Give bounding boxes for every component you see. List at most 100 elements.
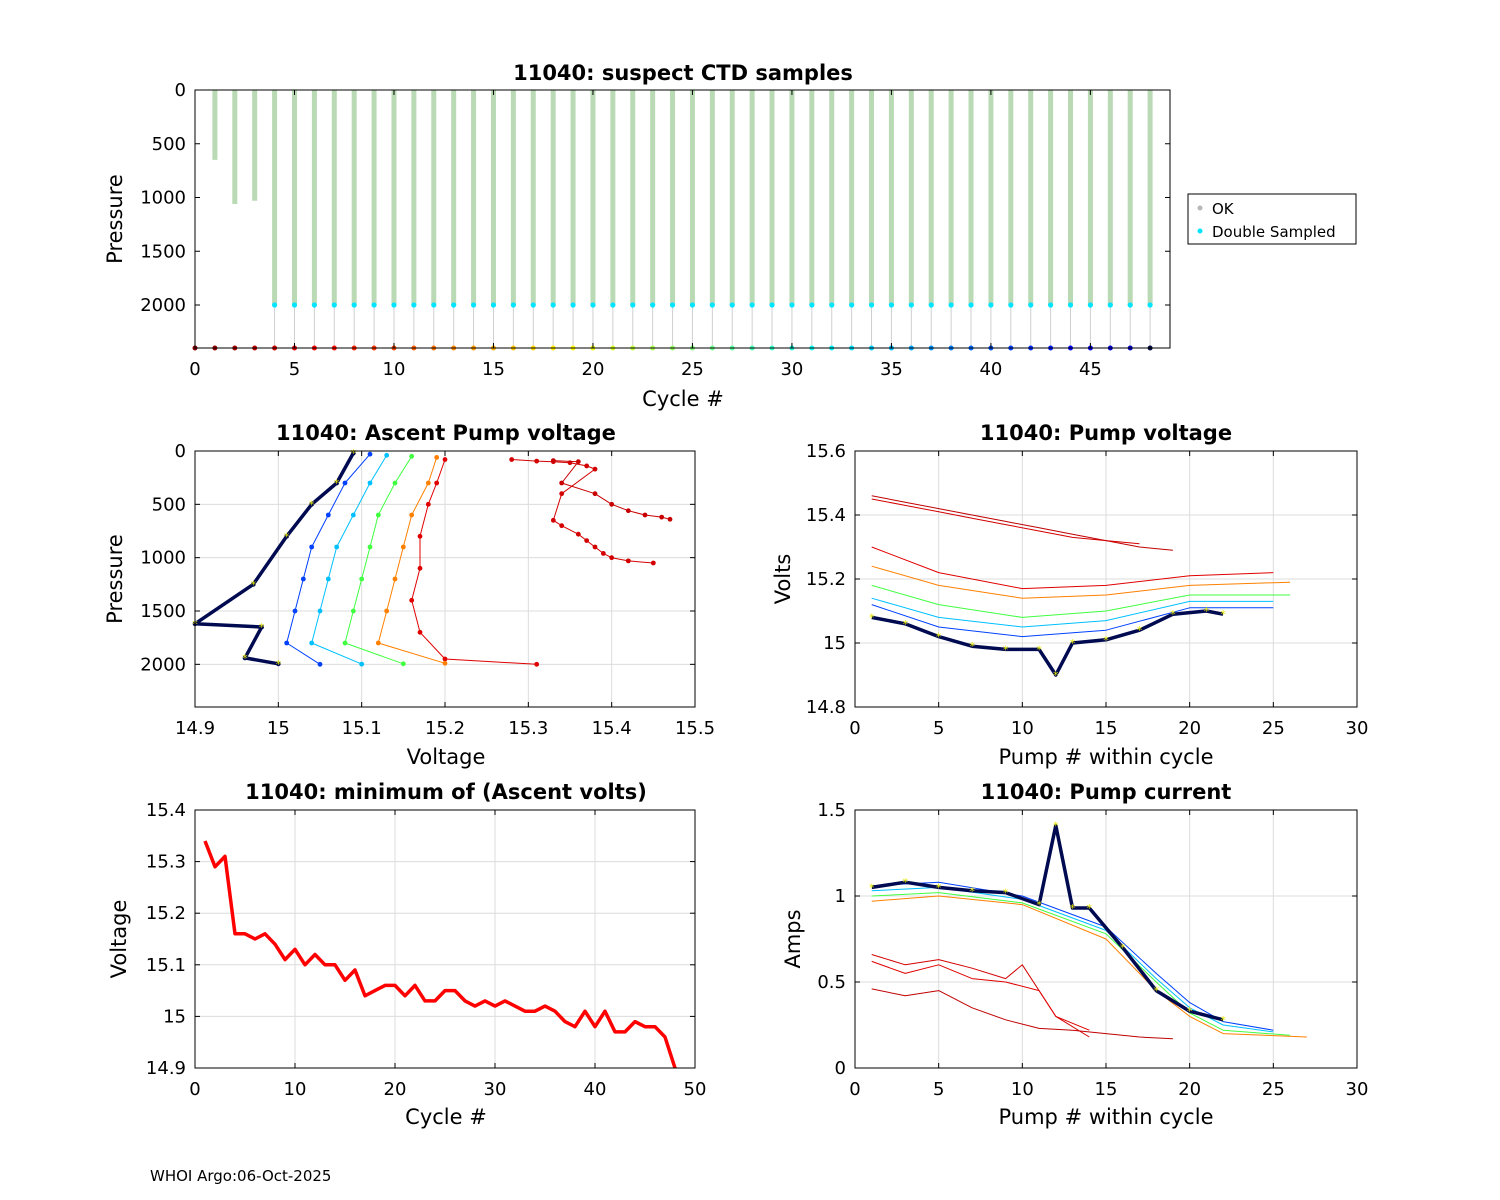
series-line: [311, 455, 388, 665]
x-tick-label: 15.3: [508, 718, 548, 739]
double-sampled-point: [849, 302, 855, 308]
x-tick-label: 15: [1095, 718, 1118, 739]
double-sampled-point: [968, 302, 974, 308]
series-line: [871, 823, 1224, 1022]
suspect-title: 11040: suspect CTD samples: [513, 61, 853, 85]
double-sampled-point: [928, 302, 934, 308]
series-point: [334, 544, 340, 550]
double-sampled-point: [1127, 302, 1133, 308]
y-tick-label: 14.9: [146, 1058, 186, 1079]
double-sampled-point: [570, 302, 576, 308]
series-point: [309, 640, 315, 646]
series-point: [575, 459, 581, 465]
series-point: [667, 516, 673, 522]
double-sampled-point: [1147, 302, 1153, 308]
legend: OK Double Sampled: [1187, 193, 1357, 245]
series-point: [425, 480, 431, 486]
series-point: [642, 512, 648, 518]
x-tick-label: 25: [1262, 718, 1285, 739]
suspect-ylabel: Pressure: [103, 174, 127, 264]
x-tick-label: 50: [684, 1079, 707, 1100]
x-tick-label: 15: [482, 359, 505, 380]
latest-cycle-star: *: [1204, 605, 1210, 618]
minv-axes-frame: [194, 809, 696, 1069]
series-point: [367, 480, 373, 486]
latest-cycle-star: *: [259, 621, 265, 634]
ascent-plot-area: ****** ** *: [192, 447, 673, 671]
pumpv-ticks: 0 5 10 15 20 25 30 14.8 15 15.2 15.4 15.6: [806, 441, 1369, 739]
double-sampled-point: [371, 302, 377, 308]
latest-cycle-star: *: [1003, 643, 1009, 656]
series-point: [434, 480, 440, 486]
series-point: [259, 624, 265, 630]
series-point: [592, 466, 598, 472]
y-tick-label: 0.5: [817, 972, 846, 993]
latest-cycle-star: *: [251, 578, 257, 591]
series-point: [342, 640, 348, 646]
x-tick-label: 10: [1011, 718, 1034, 739]
latest-cycle-star: *: [1187, 1005, 1193, 1018]
latest-cycle-star: *: [1137, 624, 1143, 637]
double-sampled-point: [351, 302, 357, 308]
double-sampled-point: [510, 302, 516, 308]
y-tick-label: 15.6: [806, 441, 846, 462]
latest-cycle-star: *: [1103, 634, 1109, 647]
series-point: [442, 656, 448, 662]
x-tick-label: 30: [780, 359, 803, 380]
x-tick-label: 20: [384, 1079, 407, 1100]
series-point: [442, 660, 448, 666]
x-tick-label: 25: [1262, 1079, 1285, 1100]
latest-cycle-star: *: [334, 477, 340, 490]
y-tick-label: 1.5: [817, 800, 846, 821]
series-point: [392, 576, 398, 582]
minv-ylabel: Voltage: [107, 900, 131, 979]
double-sampled-point: [451, 302, 457, 308]
pumpv-grid: [854, 450, 1358, 708]
double-sampled-point: [789, 302, 795, 308]
series-point: [584, 463, 590, 469]
pump-current-panel: * * * * * * * * * * * * * 0 5 10 15 20 25 30 0 0.5 1 1.5 11040…: [781, 780, 1368, 1129]
latest-cycle-star: *: [351, 447, 357, 460]
latest-cycle-star: *: [1053, 669, 1059, 682]
double-sampled-point: [431, 302, 437, 308]
series-point: [392, 480, 398, 486]
series-line: [871, 895, 1307, 1038]
double-sampled-point: [829, 302, 835, 308]
series-line: [871, 892, 1291, 1036]
series-point: [242, 655, 248, 661]
double-sampled-point: [809, 302, 815, 308]
series-point: [325, 512, 331, 518]
x-tick-label: 35: [880, 359, 903, 380]
latest-cycle-star: *: [309, 498, 315, 511]
x-tick-label: 15.5: [675, 718, 715, 739]
series-line: [411, 459, 537, 665]
latest-cycle-star: *: [969, 885, 975, 898]
double-sampled-point: [709, 302, 715, 308]
x-tick-label: 10: [284, 1079, 307, 1100]
ascent-voltage-panel: ****** ** * 14.9 15 15.1 15.2 15.3 15.4 15.50500…: [103, 421, 715, 769]
series-line: [203, 840, 677, 1069]
latest-cycle-star: *: [1053, 819, 1059, 832]
series-line: [871, 604, 1274, 638]
y-tick-label: 15.1: [146, 955, 186, 976]
x-tick-label: 5: [289, 359, 300, 380]
double-sampled-point: [1107, 302, 1113, 308]
series-point: [375, 512, 381, 518]
suspect-xlabel: Cycle #: [642, 387, 724, 411]
latest-cycle-star: *: [936, 631, 942, 644]
double-sampled-point: [689, 302, 696, 308]
latest-cycle-star: *: [1003, 887, 1009, 900]
double-sampled-point: [769, 302, 775, 308]
legend-box: [1187, 193, 1357, 245]
y-tick-label: 0: [175, 441, 186, 462]
latest-cycle-star: *: [276, 658, 282, 671]
x-tick-label: 15: [1095, 1079, 1118, 1100]
series-point: [509, 457, 515, 462]
series-point: [417, 565, 423, 571]
latest-cycle-star: *: [1070, 637, 1076, 650]
footer-stamp: WHOI Argo:06-Oct-2025: [150, 1167, 332, 1185]
pumpv-ylabel: Volts: [771, 554, 795, 605]
pumpc-xlabel: Pump # within cycle: [999, 1105, 1214, 1129]
series-point: [359, 576, 365, 582]
double-sampled-point: [271, 302, 278, 308]
